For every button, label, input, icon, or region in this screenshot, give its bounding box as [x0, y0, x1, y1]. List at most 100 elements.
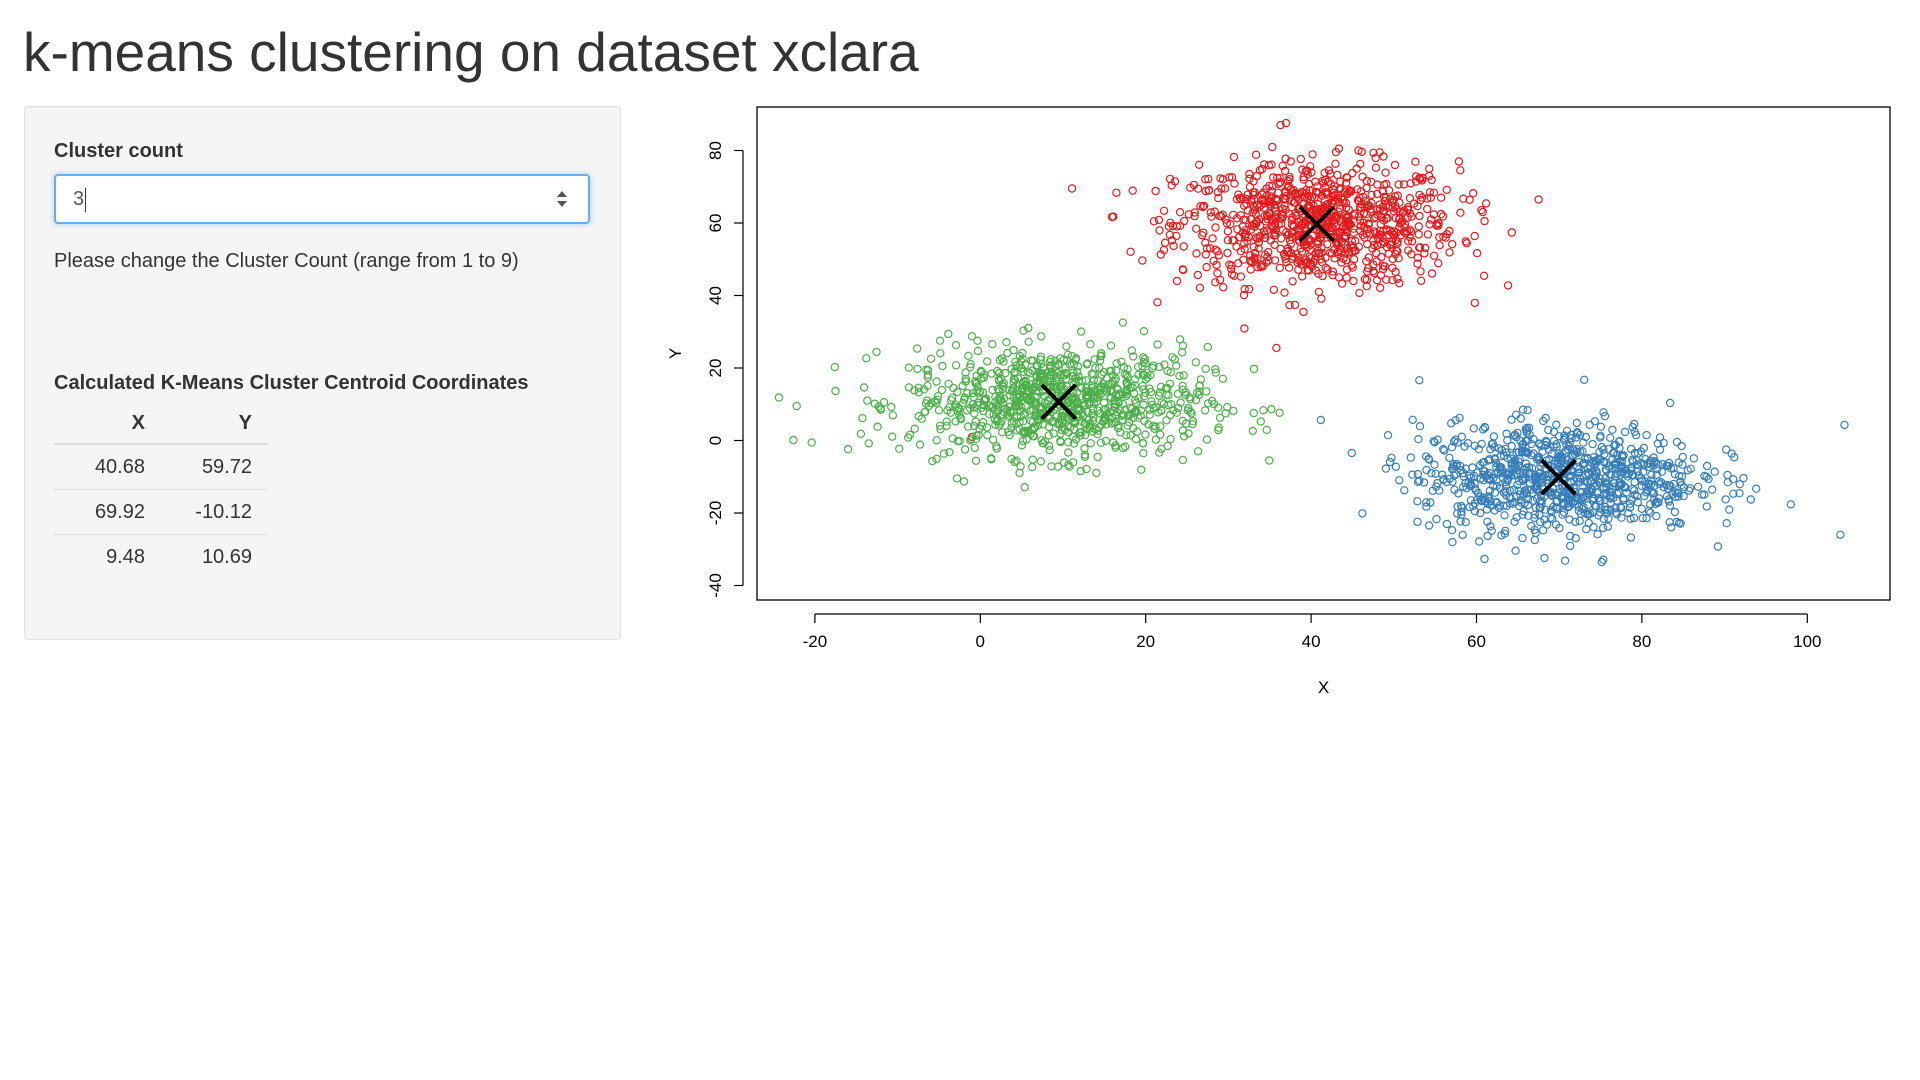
data-point [965, 404, 975, 413]
centroid-marker [1540, 458, 1577, 496]
data-point [961, 374, 970, 384]
centroid-table-title: Calculated K-Means Cluster Centroid Coor… [54, 372, 529, 394]
data-point [1381, 193, 1391, 203]
data-point [1649, 453, 1658, 462]
spinner-icon[interactable] [554, 188, 570, 210]
centroid-marker [1040, 383, 1078, 421]
data-point [971, 456, 981, 465]
data-point [1138, 381, 1147, 390]
data-point [994, 421, 1004, 430]
data-point [1099, 398, 1109, 407]
data-point [1226, 219, 1235, 229]
data-point [1068, 394, 1078, 403]
data-point [1328, 267, 1338, 276]
data-point [1166, 218, 1175, 228]
data-point [1379, 180, 1389, 190]
data-point [1625, 503, 1635, 512]
data-point [1299, 175, 1308, 184]
y-tick-label: 0 [706, 436, 725, 445]
data-point [995, 356, 1004, 365]
data-point [1404, 236, 1413, 246]
data-point [1009, 345, 1018, 355]
data-point [974, 388, 983, 397]
data-point [1562, 426, 1572, 435]
data-point [1227, 264, 1236, 274]
data-point [1626, 499, 1635, 508]
data-point [1153, 298, 1162, 307]
data-point [1684, 486, 1694, 495]
data-point [1281, 154, 1290, 163]
data-point [1249, 242, 1259, 252]
data-point [1240, 284, 1249, 294]
data-point [1721, 495, 1730, 504]
data-point [1342, 273, 1351, 282]
data-point [1201, 250, 1211, 259]
data-point [1357, 147, 1367, 157]
data-point [1165, 230, 1174, 240]
data-point [1076, 327, 1086, 336]
data-point [1575, 516, 1584, 526]
data-point [1588, 467, 1597, 476]
data-point [1166, 434, 1175, 444]
data-point [1470, 507, 1480, 516]
data-point [1261, 233, 1270, 243]
data-point [1554, 488, 1563, 498]
data-point [1301, 166, 1311, 176]
data-point [1379, 152, 1388, 161]
data-point [1615, 443, 1624, 453]
data-point [1400, 223, 1409, 232]
data-point [1236, 195, 1246, 204]
data-point [888, 411, 898, 420]
data-point [1459, 194, 1468, 203]
data-point [1453, 509, 1462, 518]
table-cell-x: 69.92 [54, 489, 161, 535]
data-point [1408, 470, 1417, 479]
data-point [1249, 408, 1259, 418]
data-point [1365, 201, 1374, 211]
data-point [1232, 214, 1242, 223]
data-point [1186, 395, 1195, 404]
data-point [1540, 553, 1549, 563]
data-point [979, 406, 988, 416]
data-point [1313, 199, 1323, 209]
data-point [1614, 437, 1624, 446]
data-point [1541, 505, 1550, 514]
data-point [1214, 403, 1223, 412]
data-point [1420, 249, 1429, 258]
data-point [1119, 410, 1128, 420]
data-point [1517, 475, 1526, 484]
data-point [1023, 426, 1032, 436]
data-point [1702, 502, 1712, 511]
cluster-count-input[interactable]: 3 [54, 174, 590, 224]
data-point [1510, 461, 1519, 470]
data-point [913, 364, 922, 374]
data-point [1027, 385, 1037, 394]
data-point [1275, 173, 1284, 183]
data-point [992, 444, 1002, 453]
data-point [1391, 213, 1401, 223]
data-point [1382, 214, 1391, 223]
data-point [1011, 357, 1020, 366]
data-point [1294, 265, 1303, 274]
data-point [1254, 244, 1263, 253]
data-point [1227, 270, 1237, 279]
data-point [1662, 492, 1672, 501]
data-point [1477, 439, 1486, 449]
data-point [1037, 332, 1046, 341]
data-point [1289, 222, 1299, 231]
data-point [1405, 225, 1414, 234]
plot-frame [756, 106, 1891, 601]
data-point [1636, 447, 1646, 456]
data-point [983, 431, 992, 440]
data-point [1321, 263, 1330, 272]
data-point [1697, 490, 1707, 499]
data-point [1352, 164, 1361, 173]
data-point [1672, 437, 1682, 447]
data-point [1354, 197, 1364, 206]
data-point [1360, 202, 1369, 212]
data-point [1088, 416, 1098, 426]
data-point [1840, 420, 1849, 430]
data-point [1240, 232, 1250, 242]
data-point [1328, 223, 1337, 233]
data-point [1184, 210, 1194, 219]
